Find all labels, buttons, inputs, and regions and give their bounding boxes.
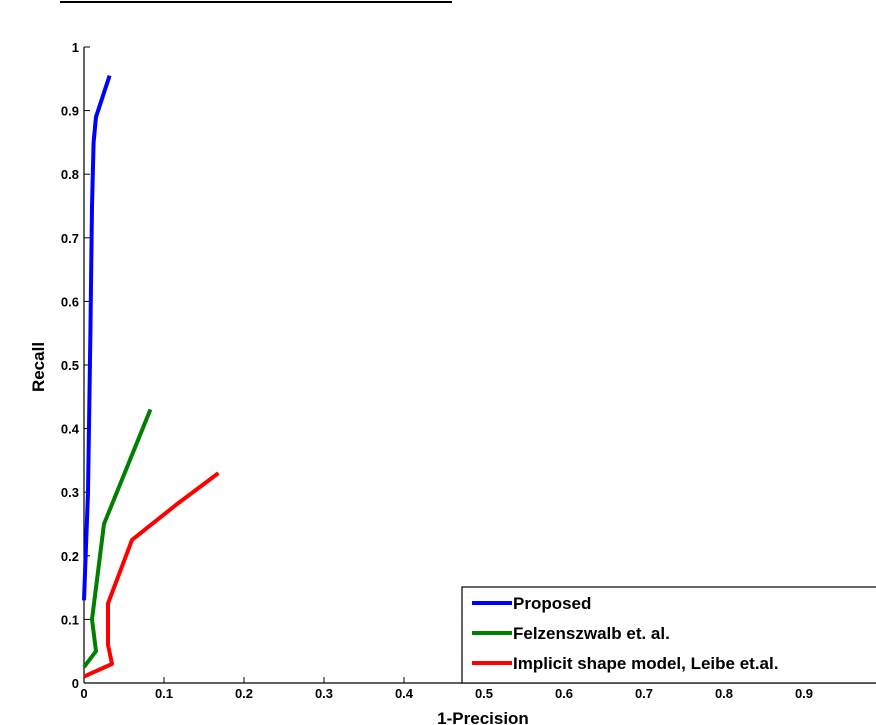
x-tick-label: 0.3 [315, 686, 333, 701]
legend-label-0: Proposed [513, 594, 591, 613]
legend-box [461, 586, 876, 684]
y-tick-label: 0.1 [61, 612, 79, 627]
y-tick-label: 0.7 [61, 231, 79, 246]
y-tick-label: 0 [72, 676, 79, 691]
y-tick-label: 0.5 [61, 358, 79, 373]
x-axis-label: 1-Precision [437, 709, 529, 725]
x-tick-label: 0.8 [715, 686, 733, 701]
y-tick-label: 0.8 [61, 167, 79, 182]
y-tick-label: 0.3 [61, 485, 79, 500]
x-tick-label: 0.6 [555, 686, 573, 701]
x-tick-label: 0.7 [635, 686, 653, 701]
series-lines [82, 74, 220, 679]
y-tick-label: 0.4 [61, 422, 80, 437]
x-tick-label: 0.5 [475, 686, 493, 701]
legend: Proposed Felzenszwalb et. al. Implicit sha… [461, 586, 876, 684]
x-tick-label: 0.2 [235, 686, 253, 701]
legend-label-2: Implicit shape model, Leibe et.al. [513, 654, 778, 673]
x-tick-label: 0.1 [155, 686, 173, 701]
x-tick-label: 0 [80, 686, 87, 701]
y-tick-label: 0.6 [61, 294, 79, 309]
x-tick-label: 0.9 [795, 686, 813, 701]
y-tick-label: 1 [72, 40, 79, 55]
x-tick-label: 0.4 [395, 686, 414, 701]
y-axis-label: Recall [29, 342, 48, 392]
ticks: 0 0.1 0.2 0.3 0.4 0.5 0.6 0.7 0.8 0.9 0 0.1 0.2 0.3 0.… [61, 40, 813, 701]
y-tick-label: 0.9 [61, 104, 79, 119]
series-line-0 [82, 74, 112, 601]
y-tick-label: 0.2 [61, 549, 79, 564]
series-line-2 [83, 471, 220, 679]
legend-label-1: Felzenszwalb et. al. [513, 624, 670, 643]
series-line-1 [82, 408, 153, 669]
